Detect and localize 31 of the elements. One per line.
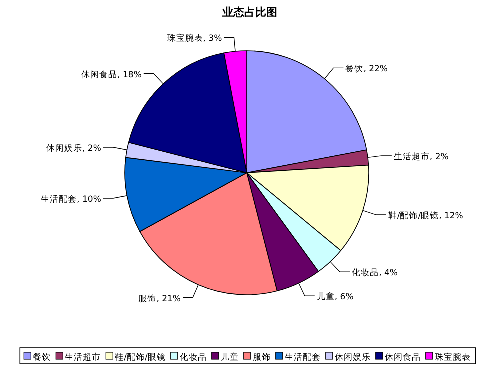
- data-label: , 10%: [77, 194, 102, 205]
- data-label: , 12%: [439, 212, 464, 222]
- data-label: , 18%: [118, 70, 142, 80]
- slice-label: 化妆品: [352, 268, 380, 279]
- data-label: , 22%: [364, 64, 388, 75]
- slice-label: 餐饮: [346, 64, 364, 75]
- slice-label: 服饰: [138, 293, 157, 304]
- legend-label: 化妆品: [180, 352, 207, 363]
- legend-label: 餐饮: [33, 352, 52, 363]
- legend-label: 服饰: [252, 352, 271, 363]
- slice-label: 儿童: [316, 292, 335, 303]
- legend-label: 休闲食品: [384, 352, 421, 363]
- legend-label: 休闲娱乐: [334, 352, 371, 363]
- data-label: , 3%: [203, 34, 222, 44]
- chart-title: 业态占比图: [222, 6, 278, 19]
- slice-label: 鞋/配饰/眼镜: [388, 210, 440, 222]
- legend-label: 儿童: [220, 352, 239, 363]
- data-label: , 4%: [379, 268, 398, 279]
- slice-label: 生活配套: [41, 194, 78, 205]
- legend-label: 生活超市: [65, 352, 102, 363]
- slice-label: 珠宝腕表: [167, 33, 204, 44]
- slice-label: 休闲食品: [82, 69, 118, 80]
- legend-label: 生活配套: [284, 352, 321, 363]
- data-label: , 6%: [334, 292, 354, 303]
- slice-label: 生活超市: [394, 151, 430, 162]
- data-label: , 21%: [156, 294, 181, 304]
- legend-label: 鞋/配饰/眼镜: [115, 352, 166, 363]
- data-label: , 2%: [82, 144, 102, 154]
- slice-label: 休闲娱乐: [46, 143, 83, 154]
- legend-label: 珠宝腕表: [434, 352, 471, 363]
- data-label: , 2%: [430, 152, 449, 162]
